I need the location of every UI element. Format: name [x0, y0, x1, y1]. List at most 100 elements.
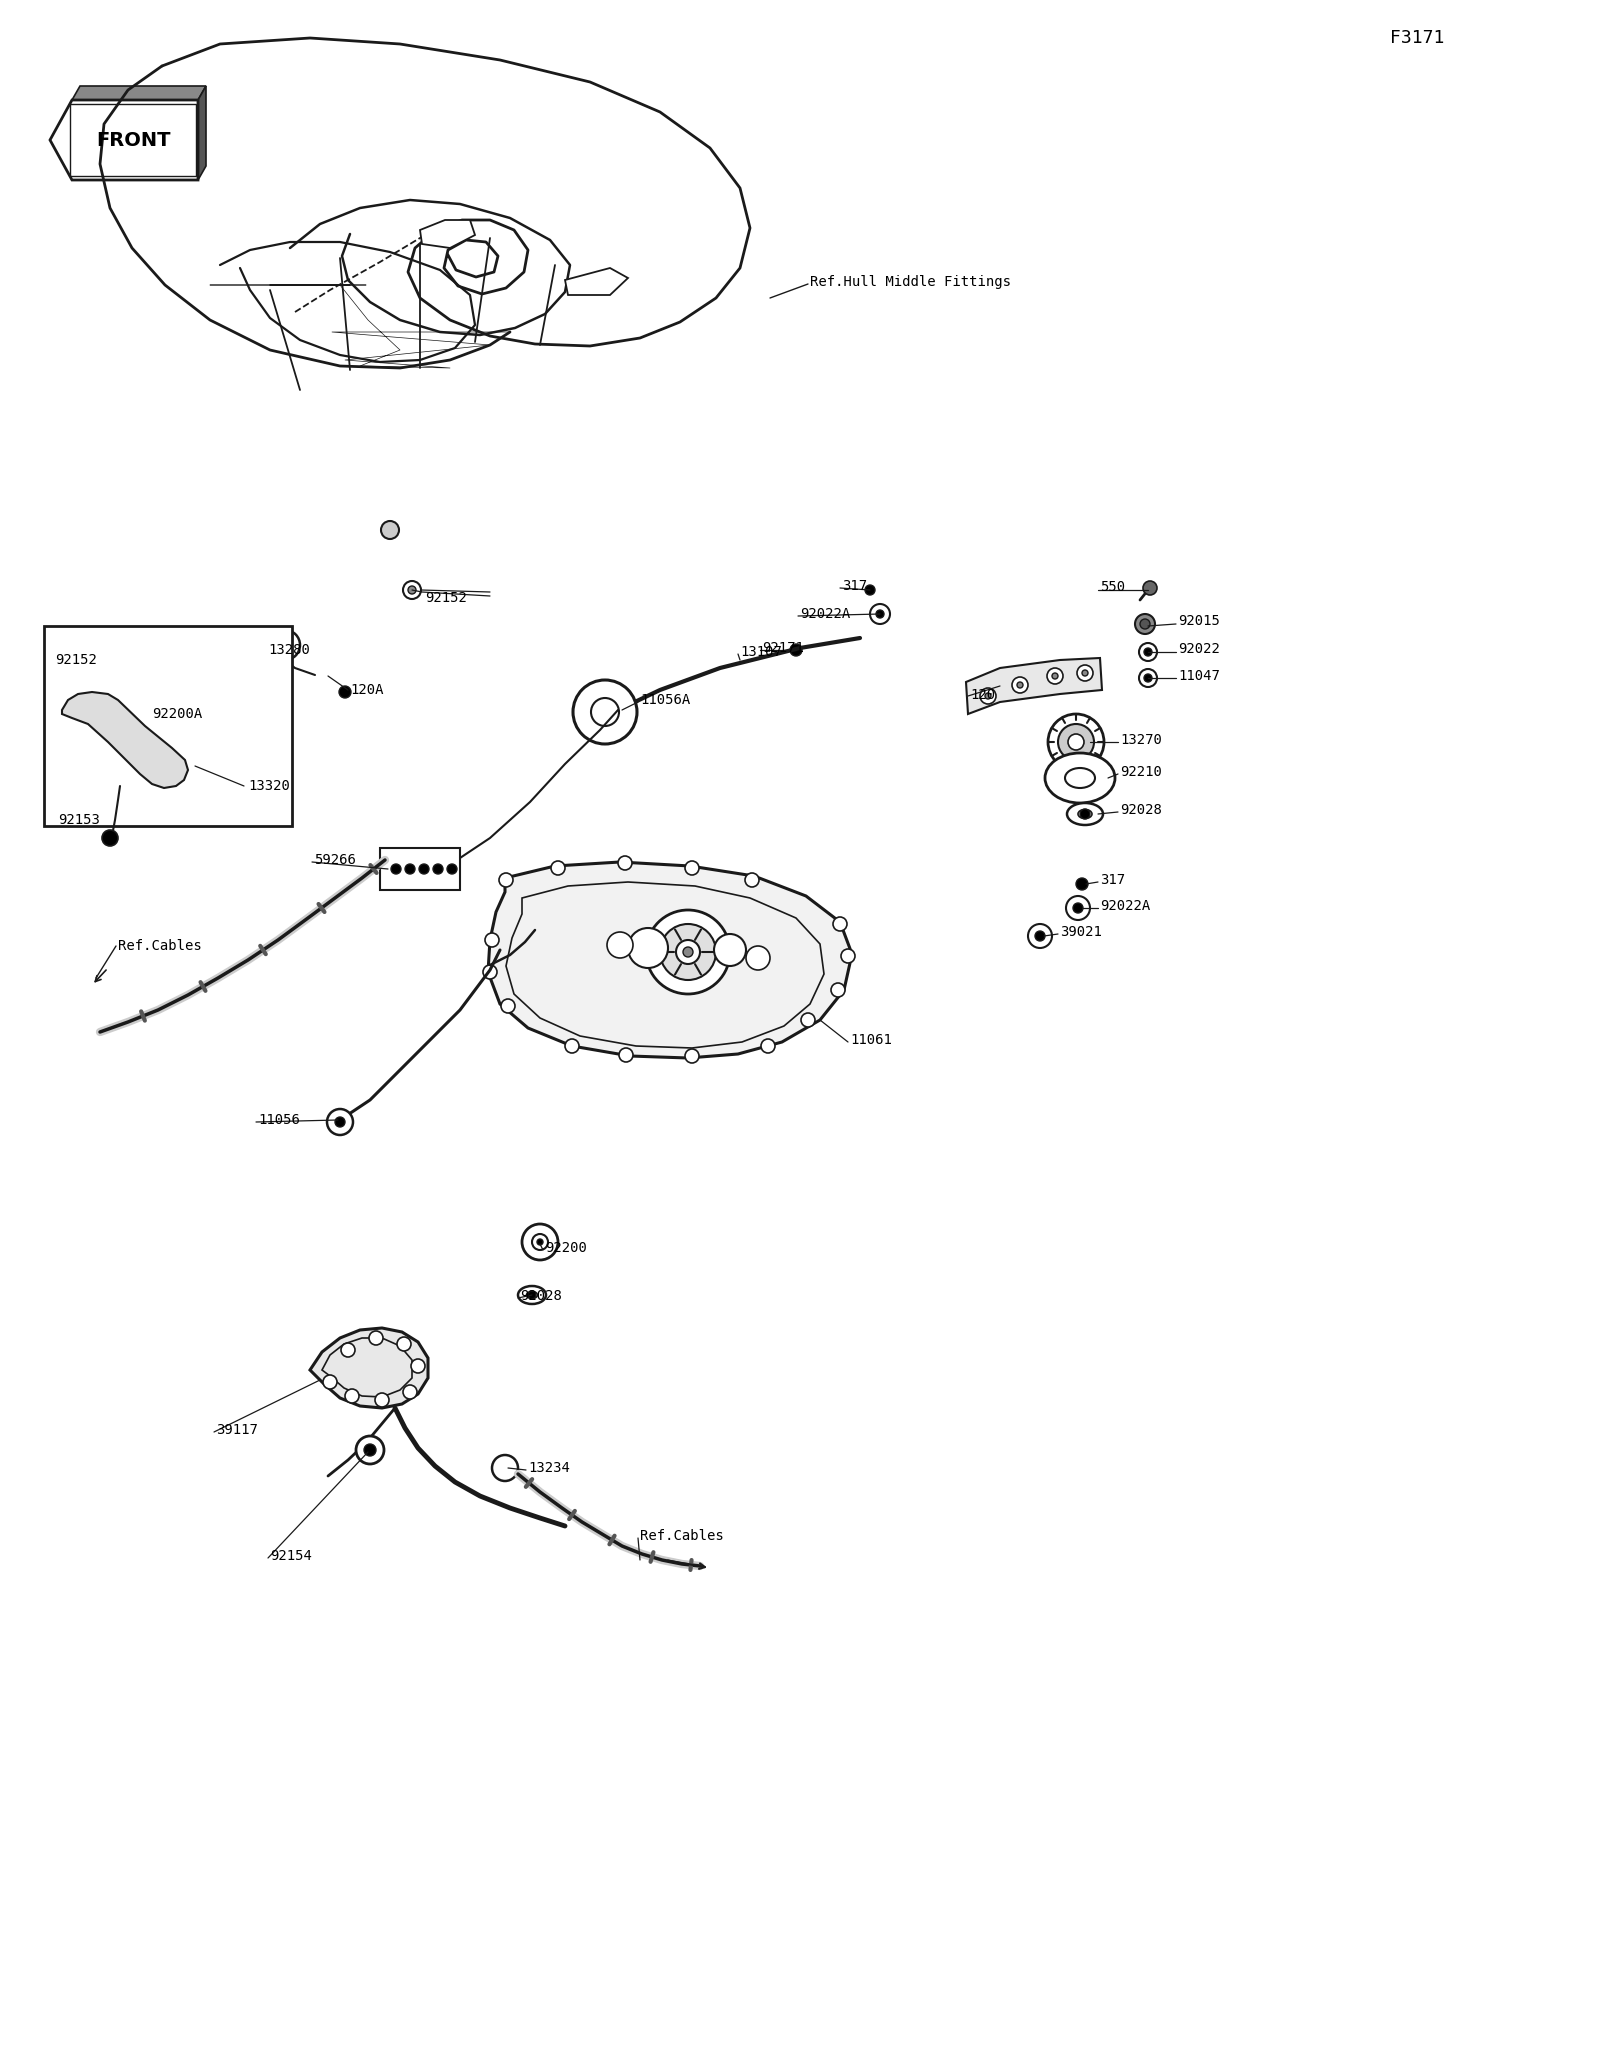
- Text: 13320: 13320: [248, 779, 290, 794]
- Text: 92028: 92028: [520, 1290, 562, 1302]
- Circle shape: [1074, 903, 1083, 914]
- Circle shape: [374, 1393, 389, 1408]
- Circle shape: [1046, 668, 1062, 684]
- Circle shape: [408, 587, 416, 593]
- Text: 11056: 11056: [258, 1112, 299, 1127]
- Text: 13270: 13270: [1120, 734, 1162, 746]
- Bar: [70, 103, 195, 176]
- Text: 92200: 92200: [546, 1240, 587, 1255]
- Circle shape: [446, 864, 458, 874]
- Text: 92152: 92152: [426, 591, 467, 606]
- Text: Ref.Cables: Ref.Cables: [118, 938, 202, 953]
- Circle shape: [830, 984, 845, 996]
- Circle shape: [790, 645, 802, 655]
- Circle shape: [493, 1455, 518, 1480]
- Circle shape: [1058, 723, 1094, 761]
- Circle shape: [278, 639, 291, 651]
- Polygon shape: [62, 692, 189, 788]
- Bar: [45, 626, 291, 827]
- Circle shape: [683, 947, 693, 957]
- Circle shape: [1144, 647, 1152, 655]
- Text: 92153: 92153: [58, 812, 99, 827]
- Circle shape: [1035, 930, 1045, 940]
- Circle shape: [434, 864, 443, 874]
- Text: 39021: 39021: [1059, 926, 1102, 938]
- Circle shape: [877, 610, 883, 618]
- Ellipse shape: [518, 1286, 546, 1304]
- Circle shape: [1048, 713, 1104, 771]
- Text: 92154: 92154: [270, 1548, 312, 1563]
- Circle shape: [1082, 670, 1088, 676]
- Circle shape: [365, 1445, 376, 1455]
- Circle shape: [538, 1238, 542, 1244]
- Circle shape: [746, 947, 770, 969]
- Polygon shape: [198, 87, 206, 180]
- Circle shape: [334, 1116, 346, 1127]
- Circle shape: [1066, 895, 1090, 920]
- Circle shape: [419, 864, 429, 874]
- Text: 92022A: 92022A: [800, 608, 850, 620]
- Polygon shape: [310, 1327, 429, 1408]
- Circle shape: [390, 864, 402, 874]
- Circle shape: [522, 1224, 558, 1261]
- Text: 11047: 11047: [1178, 670, 1219, 682]
- Circle shape: [1139, 618, 1150, 628]
- Circle shape: [403, 1385, 418, 1399]
- Text: 120A: 120A: [350, 682, 384, 697]
- Text: 13234: 13234: [528, 1461, 570, 1476]
- Circle shape: [986, 692, 990, 699]
- Circle shape: [326, 1110, 354, 1135]
- Polygon shape: [565, 269, 627, 296]
- Circle shape: [1080, 808, 1090, 819]
- Ellipse shape: [254, 709, 282, 726]
- Ellipse shape: [1067, 802, 1102, 825]
- Text: 13107: 13107: [739, 645, 782, 659]
- Circle shape: [802, 1013, 814, 1027]
- Circle shape: [1139, 670, 1157, 686]
- Circle shape: [397, 1337, 411, 1352]
- Circle shape: [714, 934, 746, 965]
- Text: Ref.Hull Middle Fittings: Ref.Hull Middle Fittings: [810, 275, 1011, 289]
- Text: 39117: 39117: [216, 1422, 258, 1437]
- Ellipse shape: [1078, 810, 1091, 819]
- Circle shape: [870, 604, 890, 624]
- Circle shape: [661, 924, 717, 980]
- Circle shape: [499, 872, 514, 887]
- Ellipse shape: [1066, 769, 1094, 788]
- Circle shape: [834, 918, 846, 930]
- Text: 92028: 92028: [1120, 802, 1162, 816]
- Circle shape: [339, 686, 350, 699]
- Circle shape: [573, 680, 637, 744]
- Circle shape: [323, 1375, 338, 1389]
- Circle shape: [1053, 674, 1058, 678]
- Text: 317: 317: [1101, 872, 1125, 887]
- Text: 11056A: 11056A: [640, 692, 690, 707]
- Text: F3171: F3171: [1390, 29, 1445, 48]
- Circle shape: [102, 831, 118, 845]
- Circle shape: [370, 1331, 382, 1346]
- Polygon shape: [966, 657, 1102, 713]
- Circle shape: [1018, 682, 1022, 688]
- Circle shape: [346, 1389, 358, 1403]
- Circle shape: [565, 1040, 579, 1052]
- Circle shape: [979, 688, 995, 705]
- Circle shape: [762, 1040, 774, 1052]
- Circle shape: [483, 965, 498, 980]
- Circle shape: [1069, 734, 1085, 750]
- Text: 92022A: 92022A: [1101, 899, 1150, 914]
- Polygon shape: [50, 99, 198, 180]
- Text: 120: 120: [970, 688, 995, 703]
- Text: FRONT: FRONT: [96, 130, 171, 149]
- Circle shape: [403, 581, 421, 599]
- Text: 92200A: 92200A: [152, 707, 202, 721]
- Circle shape: [355, 1437, 384, 1463]
- Circle shape: [627, 928, 669, 967]
- Ellipse shape: [526, 1292, 538, 1298]
- Circle shape: [842, 949, 854, 963]
- Circle shape: [485, 932, 499, 947]
- Circle shape: [1075, 878, 1088, 891]
- Circle shape: [685, 1048, 699, 1062]
- Circle shape: [590, 699, 619, 726]
- Circle shape: [550, 862, 565, 874]
- Text: 92022: 92022: [1178, 643, 1219, 655]
